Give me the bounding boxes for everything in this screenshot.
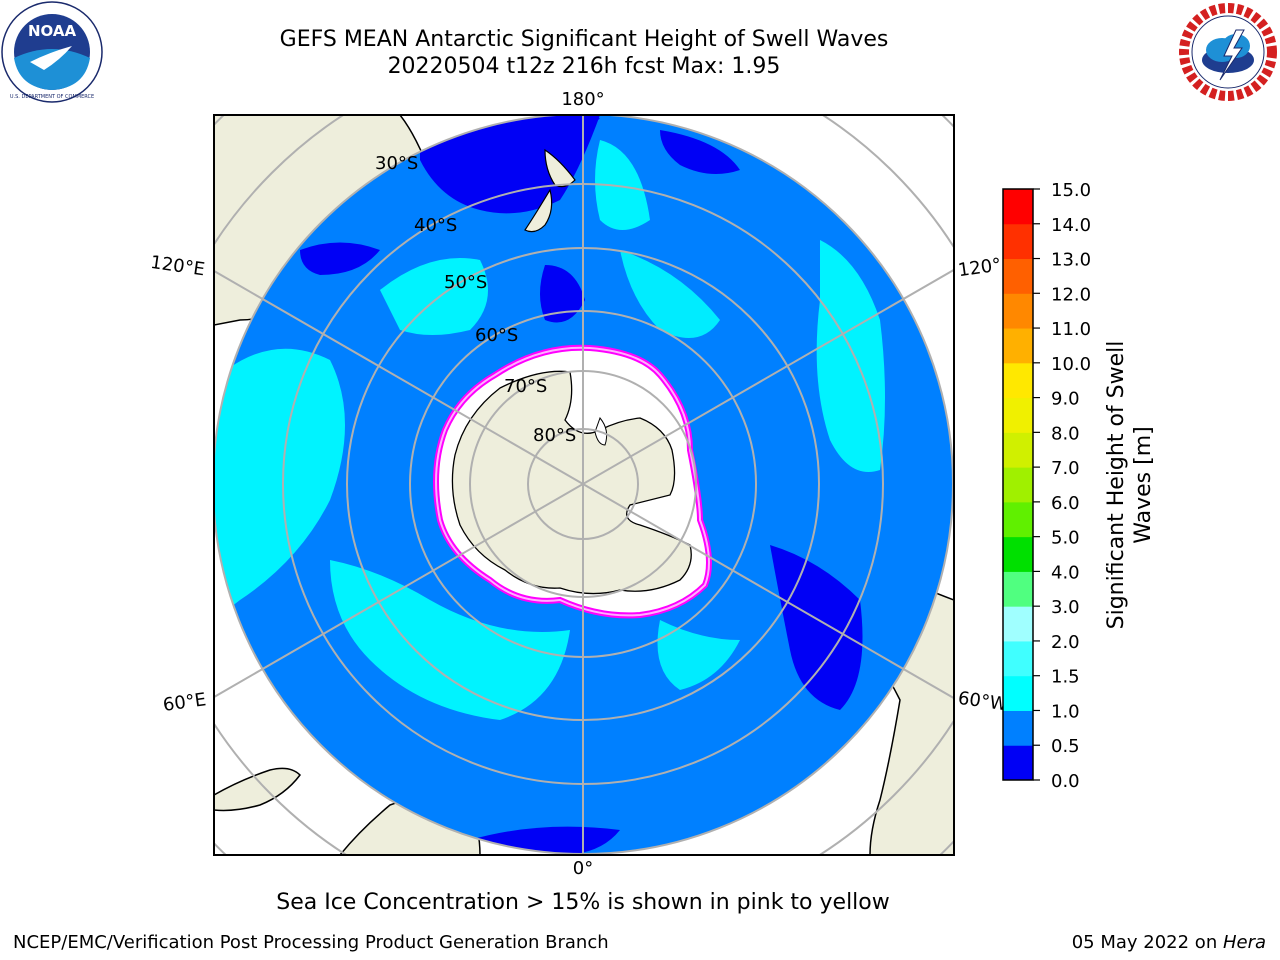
lat-label-40s: 40°S	[414, 215, 457, 236]
new-zealand-landmass	[524, 148, 576, 233]
colorbar-tick-label: 7.0	[1051, 458, 1080, 479]
colorbar-swatch	[1003, 536, 1033, 572]
colorbar-tick-label: 2.0	[1051, 632, 1080, 653]
colorbar-swatch	[1003, 223, 1033, 260]
colorbar-frame	[1002, 188, 1034, 781]
svg-text:U.S. DEPARTMENT OF COMMERCE: U.S. DEPARTMENT OF COMMERCE	[10, 94, 94, 100]
lon-label-60w: 60°W	[957, 688, 1009, 716]
colorbar-swatch	[1003, 362, 1033, 399]
colorbar-tick-label: 3.0	[1051, 597, 1080, 618]
footer-host: Hera	[1222, 932, 1266, 953]
footer-date: 05 May 2022 on Hera	[1072, 932, 1266, 953]
colorbar-swatch	[1003, 258, 1033, 294]
colorbar-tick-label: 1.0	[1051, 701, 1080, 722]
colorbar-tick-label: 4.0	[1051, 562, 1080, 583]
national-weather-service-logo	[1178, 2, 1278, 102]
colorbar-tick-label: 15.0	[1051, 180, 1091, 201]
colorbar-swatch	[1003, 189, 1033, 225]
colorbar-tick-label: 0.0	[1051, 771, 1080, 792]
colorbar-label-line2: Waves [m]	[1131, 426, 1156, 543]
lat-label-60s: 60°S	[475, 325, 518, 346]
colorbar-tick-label: 8.0	[1051, 423, 1080, 444]
colorbar-swatch	[1003, 432, 1033, 468]
map-title: GEFS MEAN Antarctic Significant Height o…	[279, 27, 889, 52]
colorbar-swatch	[1003, 640, 1033, 677]
svg-text:NOAA: NOAA	[28, 22, 77, 40]
sea-ice-note: Sea Ice Concentration > 15% is shown in …	[276, 890, 890, 915]
colorbar-tick-label: 10.0	[1051, 354, 1091, 375]
colorbar-swatch	[1003, 606, 1033, 642]
lon-label-0: 0°	[573, 858, 593, 879]
lon-label-120e: 120°E	[149, 252, 206, 280]
colorbar-swatch	[1003, 467, 1033, 503]
colorbar-tick-label: 0.5	[1051, 736, 1080, 757]
colorbar-tick-label: 14.0	[1051, 215, 1091, 236]
colorbar-tick-label: 11.0	[1051, 319, 1091, 340]
colorbar-tick-label: 5.0	[1051, 528, 1080, 549]
colorbar-tick-label: 6.0	[1051, 493, 1080, 514]
colorbar-swatch	[1003, 675, 1033, 711]
colorbar-swatch	[1003, 571, 1033, 607]
map-subtitle: 20220504 t12z 216h fcst Max: 1.95	[387, 54, 781, 79]
colorbar-swatch	[1003, 501, 1033, 538]
lat-label-80s: 80°S	[533, 425, 576, 446]
colorbar-label-line1: Significant Height of Swell	[1104, 341, 1129, 630]
footer-credit: NCEP/EMC/Verification Post Processing Pr…	[13, 932, 609, 953]
lat-label-30s: 30°S	[375, 153, 418, 174]
footer-date-text: 05 May 2022 on	[1071, 932, 1223, 953]
colorbar-tick-label: 1.5	[1051, 667, 1080, 688]
map-frame	[213, 114, 955, 856]
lat-label-50s: 50°S	[444, 272, 487, 293]
colorbar-tick-label: 12.0	[1051, 284, 1091, 305]
colorbar-tick-label: 13.0	[1051, 250, 1091, 271]
lon-label-120w: 120°	[957, 254, 1003, 281]
colorbar-swatch	[1003, 328, 1033, 364]
lon-label-180: 180°	[561, 89, 604, 110]
lat-label-70s: 70°S	[504, 376, 547, 397]
colorbar-swatch	[1003, 397, 1033, 433]
colorbar-tick-label: 9.0	[1051, 389, 1080, 410]
colorbar-swatch	[1003, 710, 1033, 746]
colorbar-swatch	[1003, 745, 1033, 781]
colorbar-swatch	[1003, 293, 1033, 329]
colorbar: 0.0 0.5 1.0 1.5 2.0 3.0 4.0 5.0 6.0 7.0 8.0 9.0 10.0…	[1002, 180, 1091, 792]
lon-label-60e: 60°E	[162, 689, 208, 716]
noaa-logo: NOAA U.S. DEPARTMENT OF COMMERCE	[1, 1, 103, 103]
